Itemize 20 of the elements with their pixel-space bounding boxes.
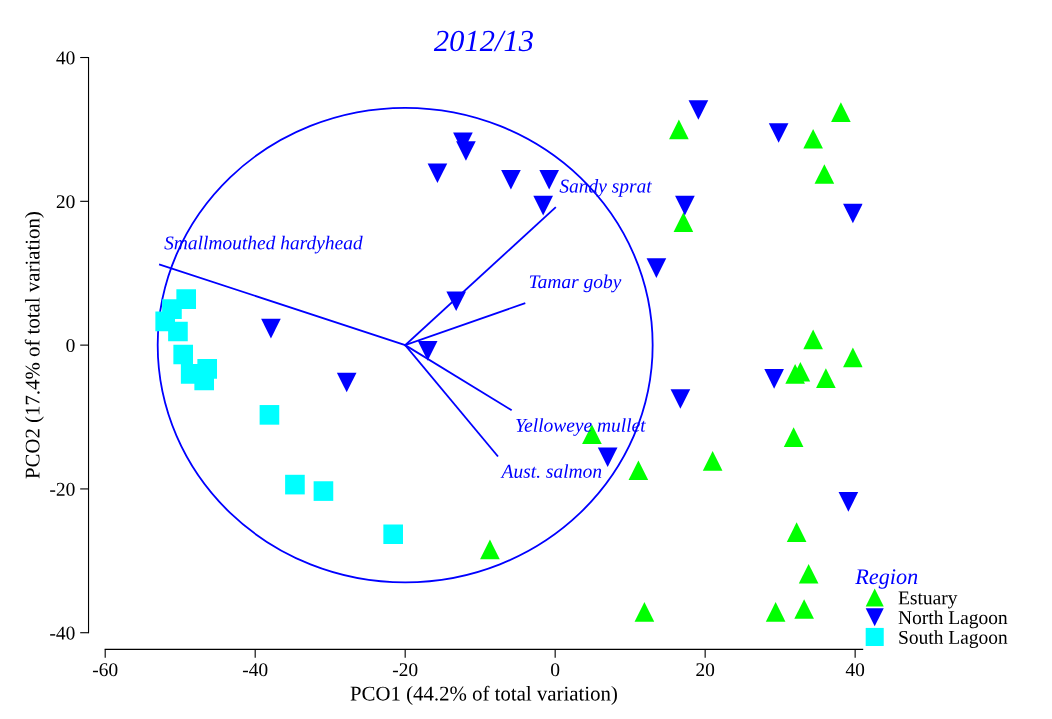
y-tick-label: -20 (50, 482, 75, 496)
x-tick-label: 20 (696, 663, 715, 677)
x-axis-title: PCO1 (44.2% of total variation) (350, 685, 617, 705)
x-tick-label: 0 (551, 663, 560, 677)
x-tick-label: -40 (242, 663, 268, 677)
y-tick-label: -40 (50, 626, 75, 640)
chart-title: 2012/13 (433, 30, 533, 52)
legend-label: North Lagoon (898, 610, 1008, 629)
legend-label: South Lagoon (899, 630, 1008, 648)
legend-label: Estuary (898, 591, 958, 609)
y-tick-label: 20 (56, 195, 75, 209)
x-tick-label: 40 (845, 663, 865, 677)
series-label: Aust. salmon (500, 464, 602, 478)
x-tick-label: -20 (392, 663, 418, 677)
y-tick-label: 0 (66, 338, 75, 353)
series-label: Tamar goby (529, 274, 622, 293)
y-axis-title: PCO2 (17.4% of total variation) (24, 212, 44, 479)
legend-title: Region (855, 569, 918, 589)
x-tick-label: -60 (92, 663, 118, 677)
y-tick-label: 40 (56, 51, 75, 65)
